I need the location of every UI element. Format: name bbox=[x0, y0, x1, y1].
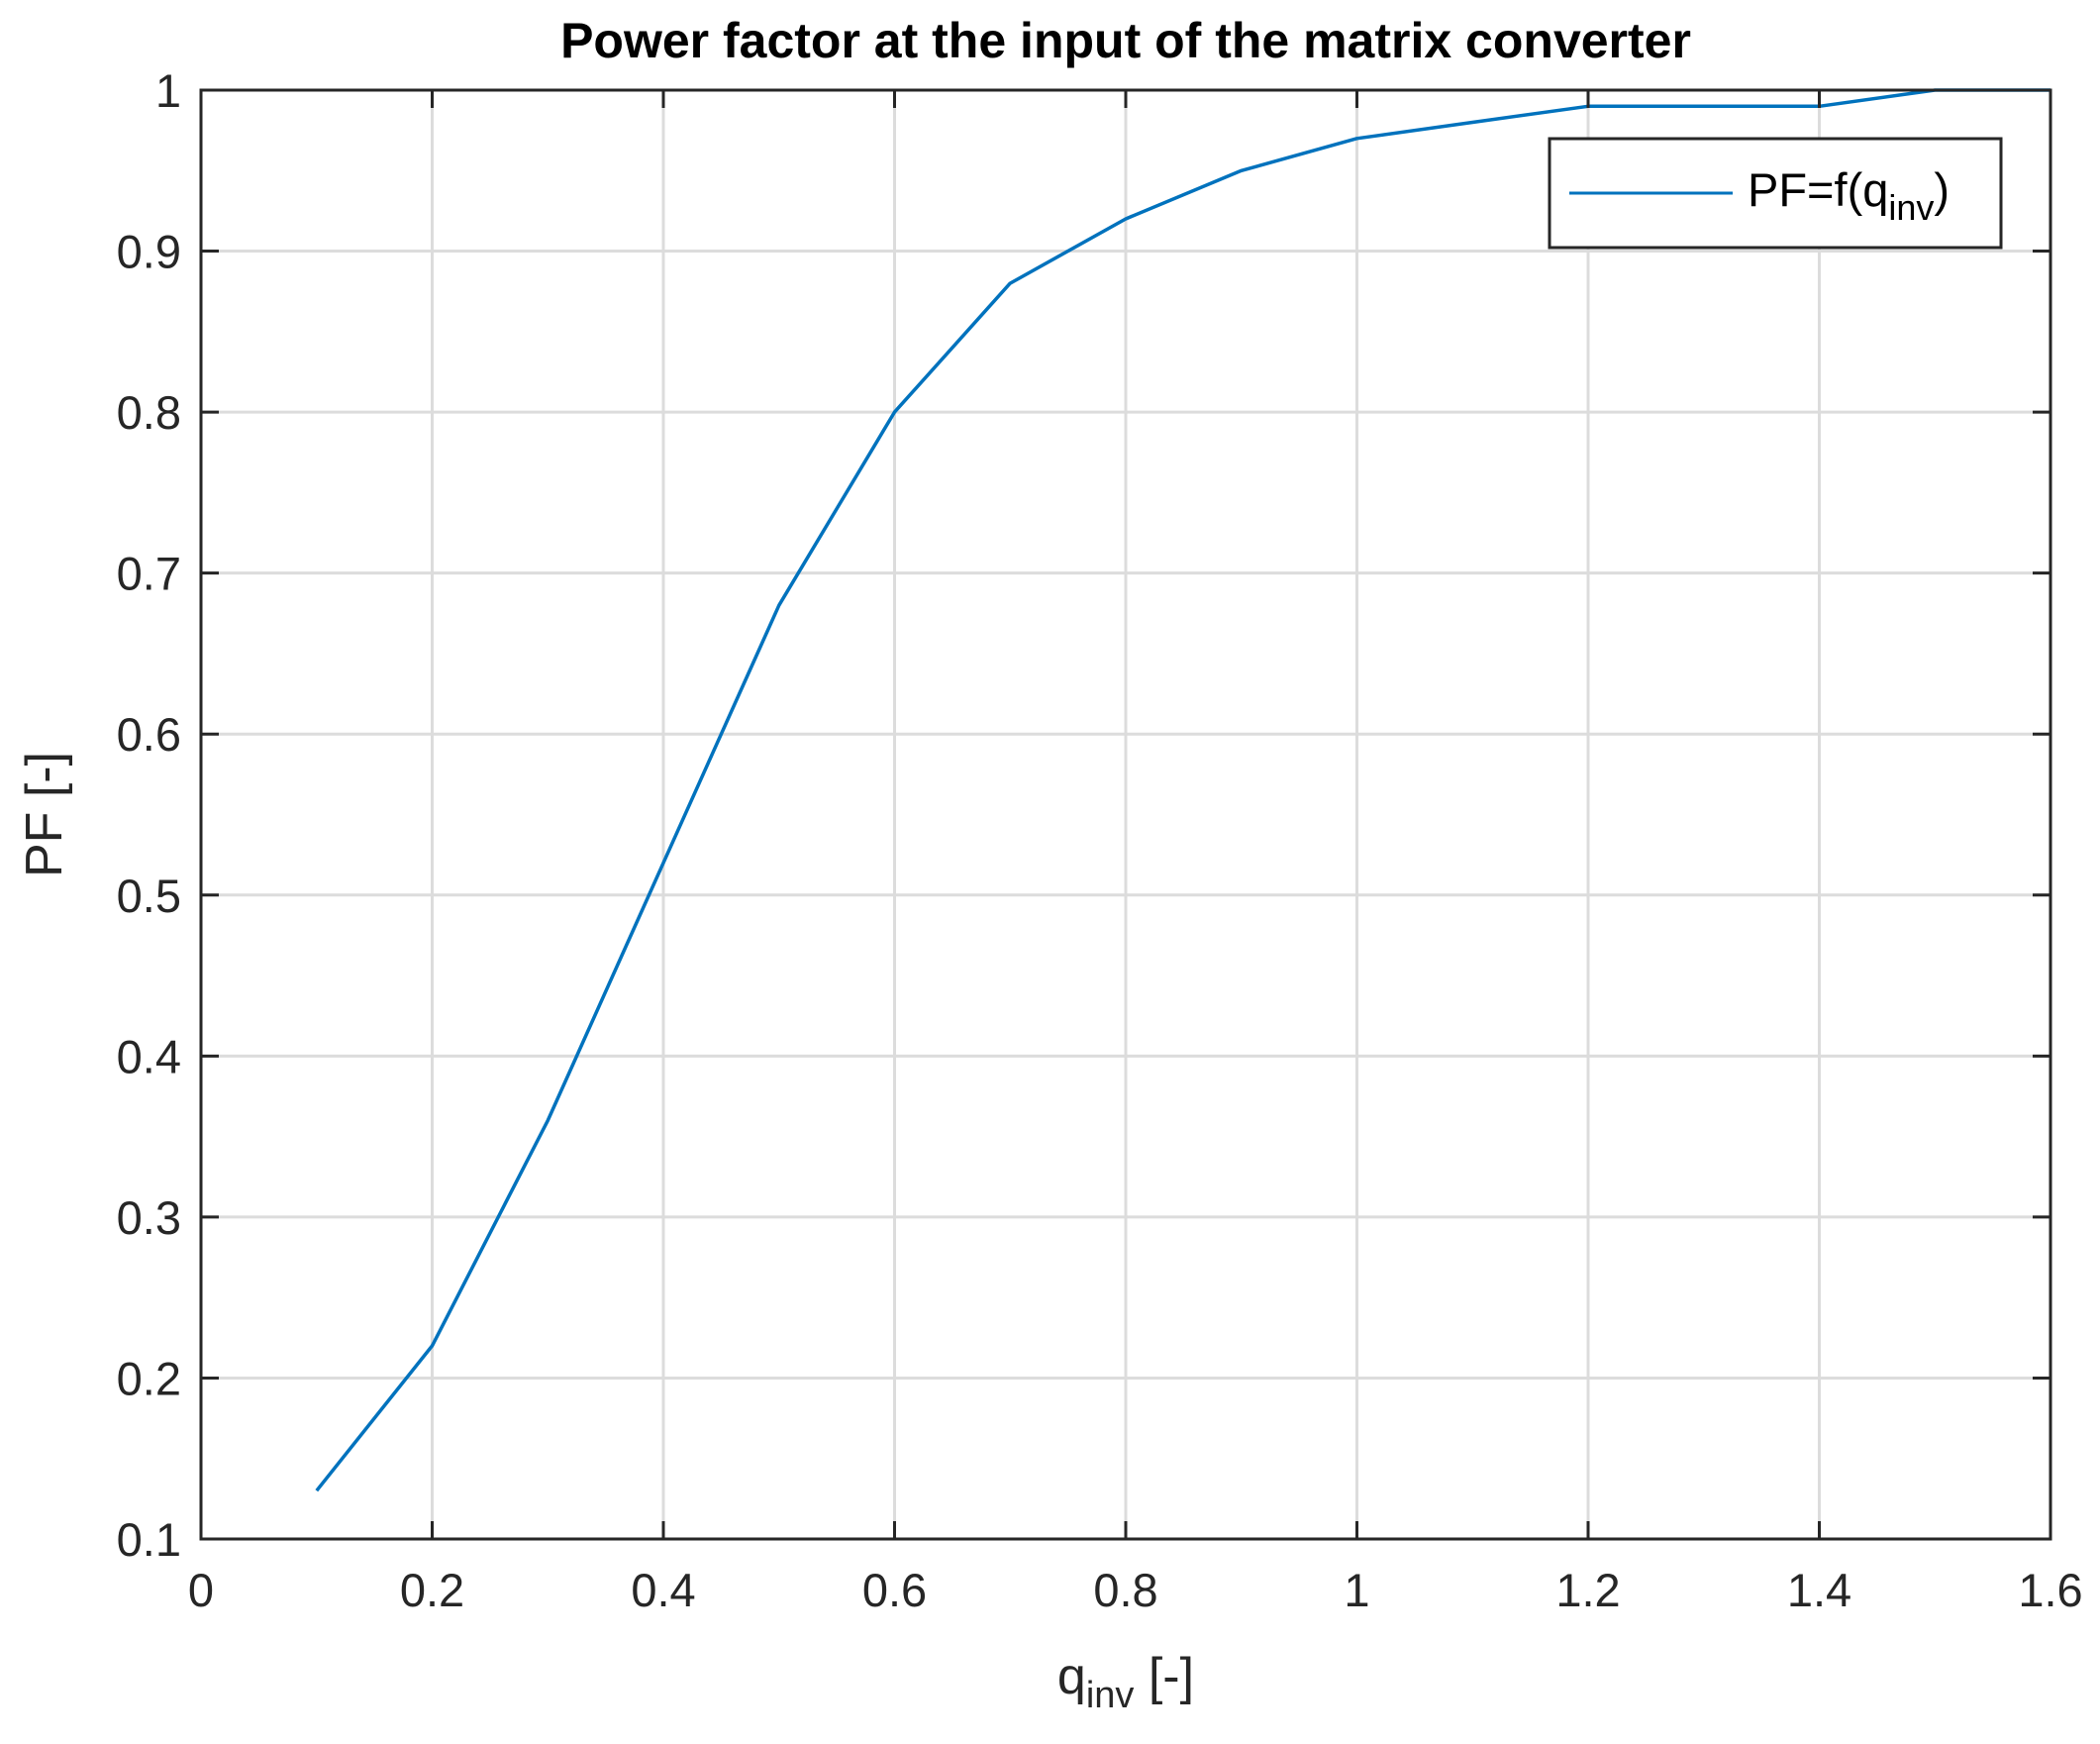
legend: PF=f(qinv) bbox=[1548, 137, 2003, 250]
y-tick-label: 0.8 bbox=[117, 386, 181, 439]
legend-label-subscript: inv bbox=[1888, 187, 1934, 228]
y-tick-label: 0.6 bbox=[117, 708, 181, 761]
legend-box bbox=[1548, 137, 2003, 250]
tick-label-layer: 0 0.2 0.4 0.6 0.8 1 1.2 1.4 1.6 0.1 0.2 0.3 0.4 0.5 0.… bbox=[117, 64, 2083, 1616]
series-line bbox=[315, 88, 2050, 1492]
y-tick-label: 0.5 bbox=[117, 870, 181, 922]
series-layer bbox=[315, 88, 2050, 1492]
chart-title: Power factor at the input of the matrix … bbox=[560, 13, 1691, 68]
tick-layer bbox=[199, 88, 2052, 1541]
x-tick-label: 0.2 bbox=[400, 1564, 464, 1616]
x-tick-label: 1.2 bbox=[1555, 1564, 1620, 1616]
x-axis-label-subscript: inv bbox=[1086, 1675, 1135, 1716]
x-tick-label: 0.6 bbox=[862, 1564, 927, 1616]
y-axis-label: PF [-] bbox=[16, 752, 73, 877]
legend-label-base: PF=f(q bbox=[1748, 163, 1888, 216]
y-tick-label: 0.1 bbox=[117, 1513, 181, 1566]
x-axis-label-suffix: [-] bbox=[1134, 1648, 1194, 1705]
y-tick-label: 0.2 bbox=[117, 1352, 181, 1404]
x-tick-label: 0 bbox=[188, 1564, 214, 1616]
x-tick-label: 0.8 bbox=[1093, 1564, 1157, 1616]
x-tick-label: 1.6 bbox=[2018, 1564, 2082, 1616]
y-tick-label: 0.4 bbox=[117, 1030, 181, 1082]
x-tick-label: 1.4 bbox=[1787, 1564, 1851, 1616]
x-tick-label: 1 bbox=[1344, 1564, 1369, 1616]
y-tick-label: 1 bbox=[155, 64, 181, 117]
legend-label-suffix: ) bbox=[1934, 163, 1950, 216]
y-tick-label: 0.3 bbox=[117, 1191, 181, 1244]
legend-label: PF=f(qinv) bbox=[1748, 163, 1950, 228]
x-axis-label-base: q bbox=[1057, 1648, 1086, 1705]
y-tick-label: 0.7 bbox=[117, 548, 181, 600]
x-axis-label: qinv [-] bbox=[1057, 1648, 1194, 1716]
y-tick-label: 0.9 bbox=[117, 226, 181, 278]
x-tick-label: 0.4 bbox=[631, 1564, 695, 1616]
